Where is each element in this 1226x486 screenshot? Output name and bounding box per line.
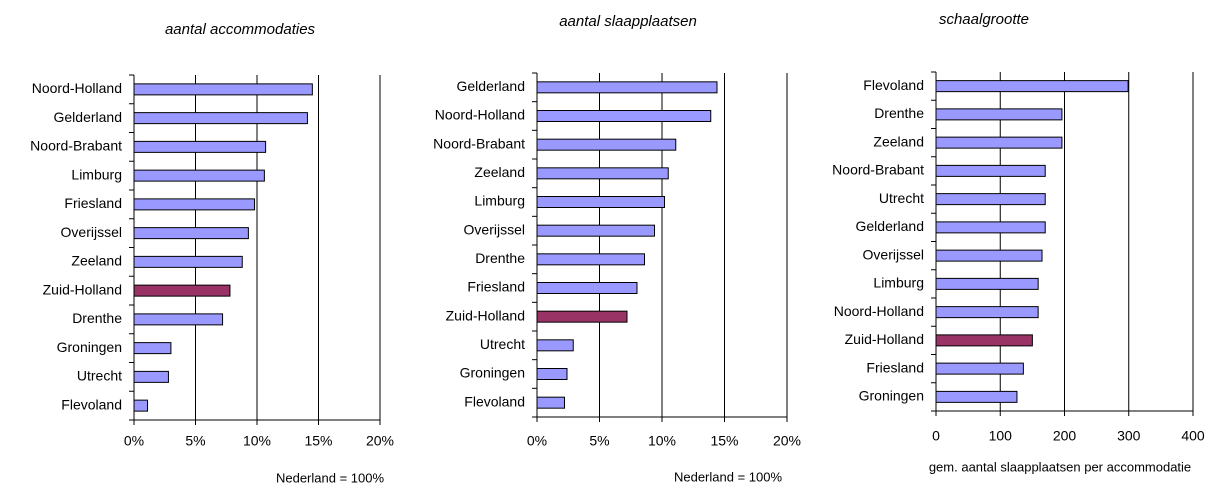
bar xyxy=(133,399,149,412)
x-tick-label: 300 xyxy=(1117,428,1141,444)
bar xyxy=(133,255,243,268)
y-tick-label: Friesland xyxy=(467,279,525,295)
x-tick-label: 0% xyxy=(124,433,144,449)
y-tick-label: Gelderland xyxy=(457,78,526,94)
bar xyxy=(133,370,169,383)
y-tick-label: Drenthe xyxy=(475,250,525,266)
y-tick-label: Overijssel xyxy=(61,224,122,240)
y-tick-label: Groningen xyxy=(859,388,924,404)
bar xyxy=(536,253,645,266)
y-tick-label: Groningen xyxy=(57,339,122,355)
bar xyxy=(935,277,1039,290)
bar xyxy=(536,138,677,151)
bar xyxy=(536,282,638,294)
y-tick-label: Flevoland xyxy=(464,393,525,409)
y-tick-label: Limburg xyxy=(873,275,924,291)
x-tick-label: 400 xyxy=(1181,428,1205,444)
x-tick-label: 0% xyxy=(527,433,547,449)
y-tick-label: Utrecht xyxy=(879,190,924,206)
x-tick-label: 100 xyxy=(989,428,1013,444)
x-tick-label: 200 xyxy=(1053,428,1077,444)
bar xyxy=(935,80,1129,93)
chart-title: schaalgrootte xyxy=(939,11,1029,28)
x-tick-label: 5% xyxy=(589,433,609,449)
y-tick-label: Friesland xyxy=(64,195,122,211)
bar xyxy=(536,224,655,237)
y-tick-label: Groningen xyxy=(460,365,525,381)
bar xyxy=(935,249,1043,262)
y-tick-label: Friesland xyxy=(866,359,924,375)
x-tick-label: 20% xyxy=(773,433,801,449)
x-tick-label: 15% xyxy=(304,433,332,449)
y-tick-label: Zeeland xyxy=(474,164,525,180)
bar xyxy=(935,136,1063,149)
y-tick-label: Zeeland xyxy=(873,133,924,149)
bar xyxy=(133,140,267,153)
y-tick-label: Noord-Brabant xyxy=(30,138,122,154)
bar xyxy=(133,169,265,182)
bar xyxy=(133,83,313,96)
y-tick-label: Zuid-Holland xyxy=(845,331,924,347)
x-tick-label: 20% xyxy=(366,433,394,449)
bar xyxy=(536,110,712,122)
y-tick-label: Zeeland xyxy=(71,253,122,269)
y-tick-label: Noord-Holland xyxy=(32,80,122,96)
bar xyxy=(536,81,718,94)
y-tick-label: Flevoland xyxy=(61,396,122,412)
bar xyxy=(536,167,669,180)
bar xyxy=(536,196,665,208)
bar xyxy=(133,198,256,211)
bar xyxy=(536,310,628,323)
bar xyxy=(935,193,1046,206)
bar xyxy=(935,306,1039,319)
y-tick-label: Drenthe xyxy=(874,105,924,121)
y-tick-label: Drenthe xyxy=(72,310,122,326)
bar xyxy=(133,313,224,326)
y-tick-label: Gelderland xyxy=(856,218,925,234)
x-axis-label: Nederland = 100% xyxy=(674,469,782,484)
y-tick-label: Utrecht xyxy=(77,368,122,384)
y-tick-label: Zuid-Holland xyxy=(43,281,122,297)
y-tick-label: Noord-Brabant xyxy=(433,135,525,151)
chart-title: aantal slaapplaatsen xyxy=(559,13,697,30)
y-tick-label: Noord-Holland xyxy=(435,107,525,123)
bar xyxy=(536,339,574,352)
bar xyxy=(935,108,1063,121)
x-axis-label: gem. aantal slaapplaatsen per accommodat… xyxy=(929,459,1191,474)
y-tick-label: Noord-Holland xyxy=(834,303,924,319)
x-tick-label: 5% xyxy=(185,433,205,449)
y-tick-label: Utrecht xyxy=(480,336,525,352)
x-tick-label: 10% xyxy=(648,433,676,449)
bar xyxy=(536,368,568,380)
y-tick-label: Limburg xyxy=(71,166,122,182)
y-tick-label: Overijssel xyxy=(464,221,525,237)
chart-title: aantal accommodaties xyxy=(165,21,316,38)
y-tick-label: Limburg xyxy=(474,193,525,209)
y-tick-label: Zuid-Holland xyxy=(446,307,525,323)
bar xyxy=(935,334,1033,347)
y-tick-label: Flevoland xyxy=(863,77,924,93)
bar xyxy=(133,342,172,355)
bar xyxy=(133,284,231,297)
y-tick-label: Overijssel xyxy=(863,246,924,262)
bar xyxy=(935,390,1018,403)
y-tick-label: Gelderland xyxy=(54,109,123,125)
x-tick-label: 15% xyxy=(710,433,738,449)
bar xyxy=(935,362,1024,375)
x-axis-label: Nederland = 100% xyxy=(276,470,384,485)
y-tick-label: Noord-Brabant xyxy=(832,162,924,178)
bar xyxy=(536,396,565,409)
bar xyxy=(133,227,249,240)
bar xyxy=(935,221,1046,234)
x-tick-label: 10% xyxy=(243,433,271,449)
x-tick-label: 0 xyxy=(932,428,940,444)
bar xyxy=(133,112,308,125)
bar xyxy=(935,164,1046,177)
